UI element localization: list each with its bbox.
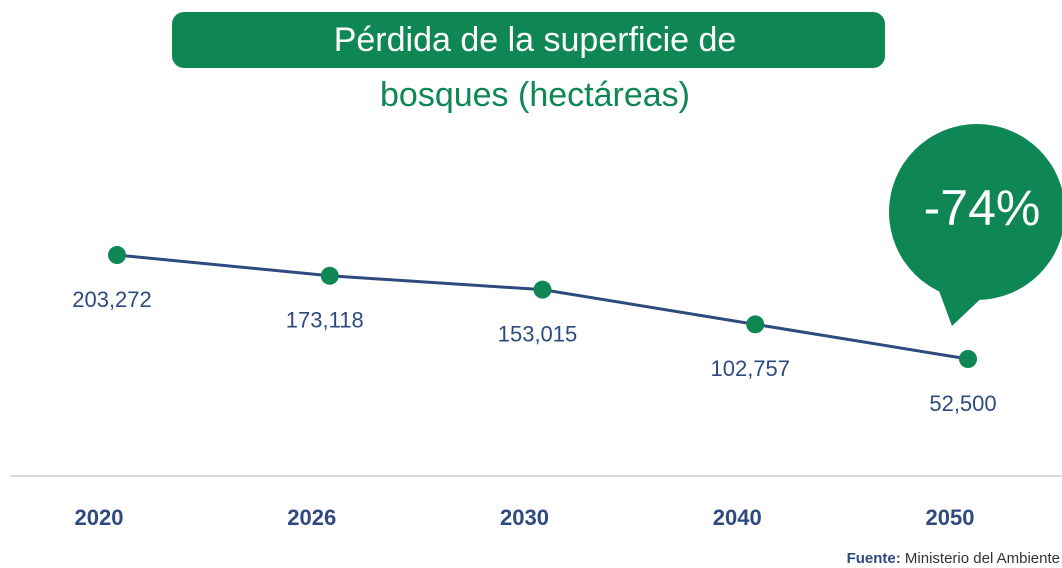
- x-tick-label: 2026: [287, 505, 336, 530]
- annotation-bubble: -74%: [889, 124, 1062, 326]
- value-label: 203,272: [72, 287, 152, 312]
- value-label: 153,015: [498, 321, 578, 346]
- marker: [959, 350, 977, 368]
- x-tick-label: 2020: [75, 505, 124, 530]
- marker: [108, 246, 126, 264]
- source-text: Ministerio del Ambiente: [905, 550, 1060, 567]
- source-label: Fuente:: [847, 550, 901, 567]
- value-label: 173,118: [286, 308, 364, 333]
- value-label: 52,500: [929, 391, 996, 416]
- chart-title: bosques (hectáreas): [380, 76, 690, 114]
- x-tick-label: 2050: [926, 505, 975, 530]
- annotation: -74%: [924, 180, 1041, 236]
- bubble-tail: [935, 280, 990, 326]
- marker: [746, 315, 765, 334]
- bubble: [889, 124, 1062, 300]
- marker: [533, 280, 552, 299]
- x-tick-label: 2030: [500, 505, 549, 530]
- source: Fuente: Ministerio del Ambiente: [847, 550, 1060, 567]
- chart-title: Pérdida de la superficie de: [334, 21, 737, 59]
- value-label: 102,757: [710, 356, 790, 381]
- marker: [320, 266, 339, 285]
- x-tick-label: 2040: [713, 505, 762, 530]
- title-box: [172, 12, 885, 68]
